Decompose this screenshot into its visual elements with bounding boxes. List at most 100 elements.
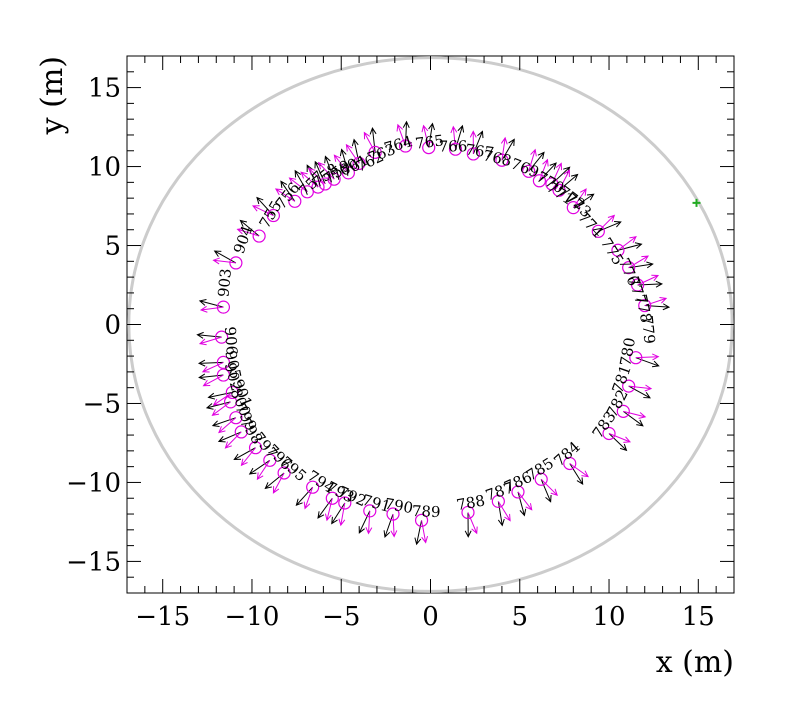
station-marker: [638, 298, 652, 313]
station-arrow-magenta: [363, 131, 376, 153]
station-arrow-black: [598, 220, 622, 232]
y-tick-label: −10: [66, 468, 121, 498]
station-label: 780: [616, 336, 639, 367]
station-arrow-black: [383, 513, 394, 539]
station-marker: [248, 441, 263, 455]
y-tick-label: −5: [83, 389, 121, 419]
station-marker: [491, 494, 505, 508]
station-arrow-black: [501, 138, 515, 161]
station-arrow-black: [635, 357, 660, 368]
station-arrow-black: [264, 472, 285, 490]
station-marker: [215, 330, 229, 344]
station-label: 905: [221, 349, 244, 381]
y-axis-title: y (m): [35, 56, 70, 135]
station-label: 904: [230, 223, 257, 256]
station-marker: [368, 145, 382, 159]
station-marker: [216, 355, 231, 370]
station-marker: [325, 491, 339, 505]
station-arrow-black: [198, 373, 224, 381]
station-marker: [552, 183, 566, 197]
station-arrow-black: [464, 512, 472, 538]
station-arrow-magenta: [272, 472, 285, 494]
station-arrow-black: [295, 486, 314, 507]
station-arrow-black: [358, 510, 371, 534]
station-label: 766: [439, 137, 468, 155]
station-arrow-magenta: [421, 124, 430, 148]
station-arrow-black: [402, 120, 410, 147]
station-marker: [225, 385, 239, 400]
station-arrow-black: [294, 169, 308, 193]
station-label: 787: [483, 478, 516, 504]
station-marker: [277, 466, 291, 480]
station-marker: [534, 472, 548, 486]
station-arrow-magenta: [551, 162, 563, 185]
station-arrow-black: [517, 491, 527, 517]
station-marker: [611, 243, 625, 257]
axis-ticks: −15 −10 −5 0 5 10 15 −15 −10 −5 0 5 10 15: [66, 55, 735, 632]
station-arrow-black: [644, 303, 671, 311]
station-arrow-magenta: [628, 384, 653, 392]
station-arrow-black: [628, 261, 654, 269]
station-arrow-black: [239, 219, 260, 237]
station-arrow-black: [213, 250, 237, 264]
station-marker: [327, 172, 341, 186]
station-arrow-black: [540, 479, 552, 503]
x-tick-label: 15: [682, 602, 715, 632]
station-marker: [266, 208, 280, 223]
station-marker: [591, 224, 605, 238]
station-arrow-black: [369, 127, 377, 153]
station-arrow-magenta: [608, 433, 632, 443]
x-tick-label: −5: [322, 602, 360, 632]
station-arrow-magenta: [224, 431, 242, 449]
station-arrow-magenta: [628, 255, 650, 269]
station-arrow-magenta: [467, 512, 478, 535]
station-marker: [495, 153, 509, 167]
station-marker: [234, 425, 248, 439]
station-arrow-black: [197, 359, 224, 367]
x-tick-label: −15: [135, 602, 190, 632]
station-marker: [511, 485, 525, 499]
y-tick-label: −15: [66, 547, 121, 577]
x-tick-label: −10: [225, 602, 280, 632]
station-arrow-magenta: [300, 171, 319, 188]
station-arrow-magenta: [218, 417, 237, 434]
station-arrow-magenta: [637, 274, 660, 286]
station-arrow-magenta: [317, 161, 335, 180]
station-arrow-black: [628, 385, 651, 399]
station-marker: [532, 174, 547, 188]
station-arrow-magenta: [597, 214, 616, 232]
station-label: 790: [383, 495, 414, 518]
station-arrow-magenta: [500, 136, 508, 161]
station-arrow-black: [351, 138, 360, 164]
station-arrow-black: [414, 520, 423, 546]
station-arrow-magenta: [333, 154, 349, 174]
station-arrow-magenta: [558, 169, 570, 191]
station-arrow-black: [217, 431, 242, 443]
station-marker: [229, 256, 243, 270]
station-label: 788: [455, 491, 486, 514]
arrow-layer: [196, 120, 671, 546]
station-marker: [386, 507, 400, 521]
station-arrow-magenta: [540, 478, 558, 496]
x-axis-title: x (m): [656, 645, 734, 680]
station-arrow-black: [207, 391, 233, 400]
station-arrow-magenta: [303, 487, 314, 510]
station-label: 906: [221, 326, 241, 356]
station-arrow-black: [196, 331, 222, 339]
station-arrow-magenta: [421, 520, 429, 544]
station-marker: [563, 456, 577, 471]
station-arrow-black: [569, 463, 584, 486]
station-marker: [352, 156, 366, 170]
station-arrow-black: [608, 433, 628, 452]
station-arrow-black: [428, 122, 436, 148]
station-label: 765: [414, 131, 445, 152]
station-arrow-black: [205, 401, 231, 410]
y-tick-label: 5: [104, 232, 121, 262]
station-arrow-magenta: [497, 501, 511, 522]
station-arrow-magenta: [202, 374, 224, 387]
station-marker: [223, 395, 238, 409]
station-marker: [311, 180, 325, 194]
station-marker: [466, 147, 480, 161]
